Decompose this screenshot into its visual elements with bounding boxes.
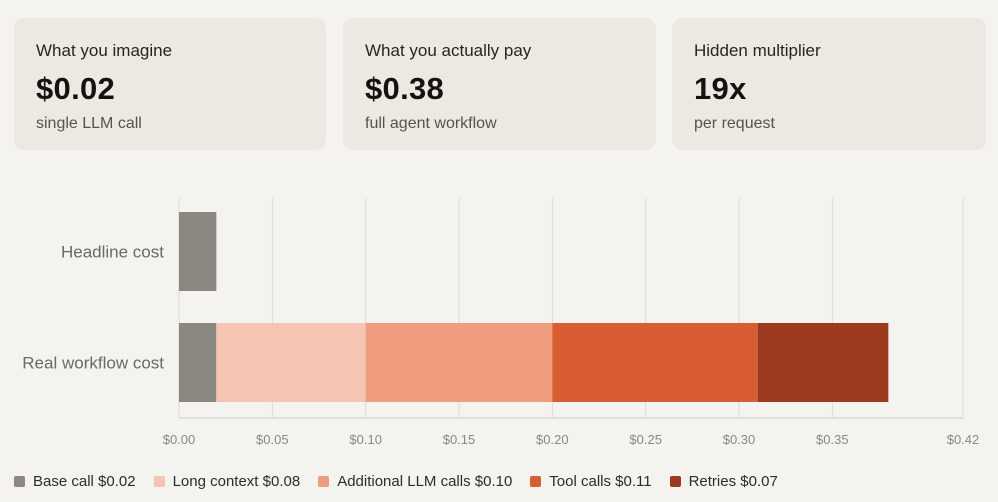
bar-segment <box>216 323 366 402</box>
legend-item-retries: Retries $0.07 <box>669 472 778 490</box>
x-tick-label: $0.35 <box>816 432 849 447</box>
card-label: What you actually pay <box>365 41 532 60</box>
card-value: $0.38 <box>365 71 445 106</box>
card-subtext: full agent workflow <box>365 115 497 132</box>
card-imagined-cost: What you imagine $0.02 single LLM call <box>14 18 326 150</box>
x-tick-label: $0.42 <box>947 432 980 447</box>
legend-swatch <box>14 475 25 487</box>
legend-swatch <box>318 475 330 487</box>
legend-label: Tool calls $0.11 <box>549 472 652 490</box>
bar-segment <box>757 323 889 402</box>
chart-legend: Base call $0.02 Long context $0.08 Addit… <box>14 470 796 492</box>
x-tick-label: $0.05 <box>256 432 289 447</box>
card-value: 19x <box>694 71 747 106</box>
legend-label: Base call $0.02 <box>33 472 136 490</box>
legend-item-tool-calls: Tool calls $0.11 <box>530 472 652 490</box>
x-tick-label: $0.00 <box>163 432 196 447</box>
x-tick-label: $0.25 <box>629 432 662 447</box>
cost-breakdown-chart: $0.00 $0.05 $0.10 $0.15 $0.20 $0.25 $0.30 $0.35… <box>22 198 980 447</box>
summary-cards: What you imagine $0.02 single LLM call W… <box>14 18 986 150</box>
card-hidden-multiplier: Hidden multiplier 19x per request <box>672 18 986 150</box>
card-label: What you imagine <box>36 41 173 60</box>
legend-swatch <box>153 475 165 487</box>
bar-segment <box>365 323 553 402</box>
card-subtext: per request <box>694 115 775 132</box>
bar-segment <box>552 323 758 402</box>
legend-swatch <box>530 475 542 487</box>
legend-label: Long context $0.08 <box>172 472 301 490</box>
x-tick-label: $0.10 <box>349 432 382 447</box>
bar-segment <box>179 212 217 291</box>
card-actual-cost: What you actually pay $0.38 full agent w… <box>343 18 656 150</box>
legend-item-base-call: Base call $0.02 <box>14 473 136 490</box>
x-tick-label: $0.15 <box>443 432 476 447</box>
legend-item-additional-llm-calls: Additional LLM calls $0.10 <box>318 473 512 490</box>
card-subtext: single LLM call <box>36 115 142 132</box>
category-label: Headline cost <box>61 243 164 262</box>
x-tick-label: $0.30 <box>723 432 756 447</box>
legend-swatch <box>669 475 681 487</box>
card-label: Hidden multiplier <box>694 41 821 60</box>
legend-label: Retries $0.07 <box>688 472 778 490</box>
x-tick-label: $0.20 <box>536 432 569 447</box>
legend-item-long-context: Long context $0.08 <box>153 472 301 490</box>
legend-label: Additional LLM calls $0.10 <box>337 472 513 490</box>
card-value: $0.02 <box>36 71 116 106</box>
category-label: Real workflow cost <box>22 354 164 373</box>
bar-segment <box>179 323 217 402</box>
